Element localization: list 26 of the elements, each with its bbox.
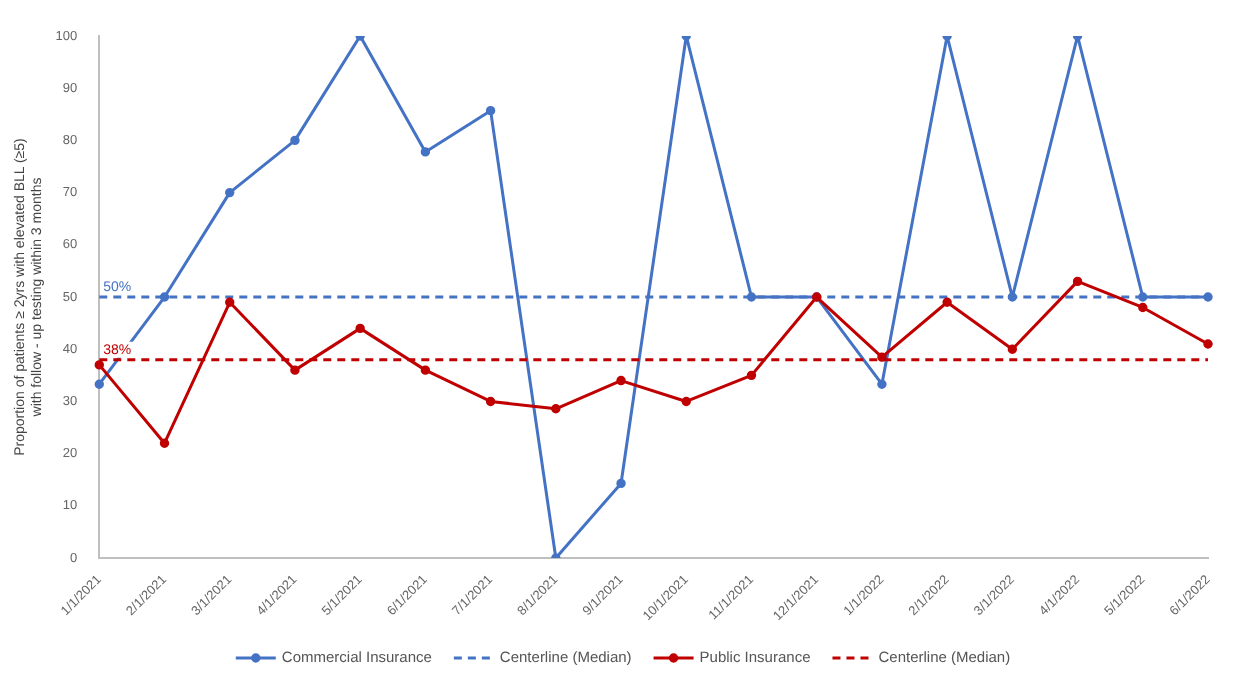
point xyxy=(616,375,626,386)
point xyxy=(616,478,626,489)
point xyxy=(942,297,952,307)
point xyxy=(420,365,431,375)
point xyxy=(159,438,170,448)
point xyxy=(225,297,235,307)
point xyxy=(681,396,691,407)
point xyxy=(485,105,496,116)
point xyxy=(485,396,496,407)
point xyxy=(1072,276,1083,287)
point xyxy=(159,292,170,302)
point xyxy=(420,147,431,157)
point xyxy=(355,323,365,334)
point xyxy=(746,370,757,381)
point xyxy=(1138,302,1148,313)
point xyxy=(94,379,104,389)
point xyxy=(1007,344,1018,354)
point xyxy=(551,404,561,414)
point xyxy=(290,365,300,375)
point xyxy=(877,379,887,389)
point xyxy=(1203,292,1213,302)
point xyxy=(290,135,300,146)
point xyxy=(225,187,235,198)
point xyxy=(1203,339,1213,349)
point xyxy=(94,360,104,370)
point xyxy=(877,352,887,362)
